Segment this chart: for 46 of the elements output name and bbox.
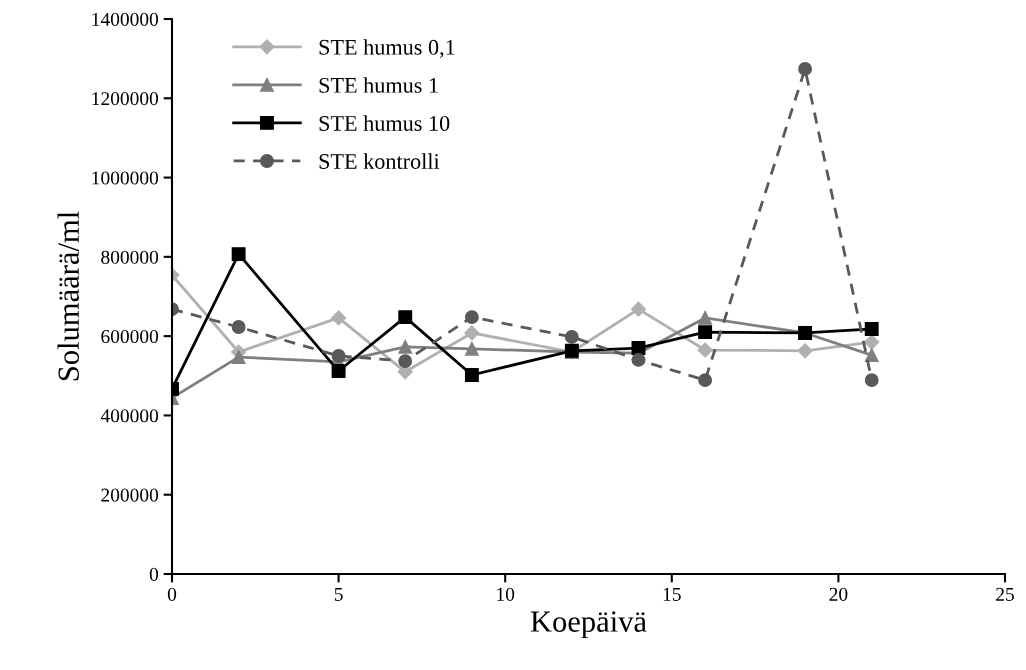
point <box>464 368 479 382</box>
x-tick-label: 0 <box>167 587 177 601</box>
point <box>697 342 713 358</box>
legend-label: STE humus 10 <box>319 115 450 131</box>
x-tick-label: 5 <box>334 587 343 601</box>
point <box>464 310 479 325</box>
point <box>564 329 579 344</box>
point <box>231 350 246 365</box>
x-tick-label: 25 <box>996 587 1014 601</box>
point <box>864 373 879 388</box>
y-axis-title: Solumäärä/ml <box>57 211 79 381</box>
point <box>630 301 647 317</box>
point <box>698 325 713 340</box>
point <box>864 334 880 350</box>
legend-label: STE humus 0,1 <box>319 39 455 58</box>
point <box>331 310 347 326</box>
x-axis-title: Koepäivä <box>530 611 647 639</box>
y-tick-label: 1200000 <box>92 92 159 106</box>
y-tick-label: 0 <box>149 567 159 581</box>
x-tick-label: 10 <box>497 587 515 601</box>
y-tick-label: 400000 <box>100 409 159 423</box>
point <box>797 343 813 359</box>
point <box>864 322 879 336</box>
point <box>464 341 479 356</box>
point <box>464 325 480 341</box>
x-tick-label: 20 <box>829 587 848 601</box>
y-tick-label: 200000 <box>101 488 159 502</box>
y-tick-label: 1000000 <box>92 171 159 185</box>
legend-label: STE kontrolli <box>319 153 440 169</box>
point <box>231 247 246 262</box>
point <box>398 310 413 325</box>
point <box>698 373 713 388</box>
point <box>398 354 413 369</box>
point <box>231 320 246 334</box>
point <box>331 349 346 363</box>
y-tick-label: 600000 <box>101 329 159 344</box>
point <box>698 310 713 325</box>
point <box>864 348 879 363</box>
point <box>631 352 646 367</box>
point <box>798 62 813 76</box>
point <box>398 339 413 354</box>
point <box>331 364 346 378</box>
y-tick-label: 800000 <box>101 250 159 264</box>
legend-label: STE humus 1 <box>319 77 438 93</box>
y-tick-label: 1400000 <box>92 12 159 26</box>
x-tick-label: 15 <box>663 587 681 601</box>
